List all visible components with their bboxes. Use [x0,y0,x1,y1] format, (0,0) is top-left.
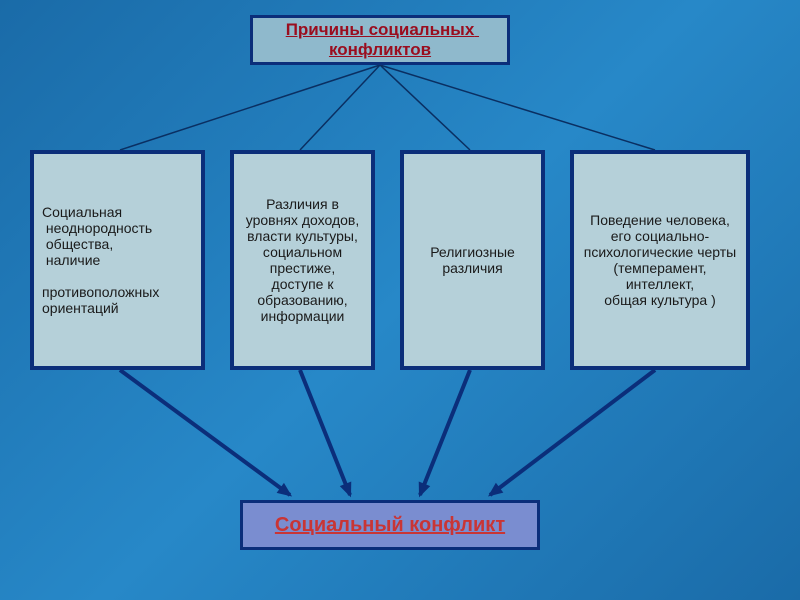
top-line-1 [300,65,380,150]
bottom-arrow-line-3 [490,370,655,495]
bottom-arrow-line-0 [120,370,290,495]
middle-box-0-label: Социальная неоднородность общества, нали… [42,204,159,316]
middle-box-1: Различия в уровнях доходов, власти культ… [230,150,375,370]
bottom-arrow-head-0 [278,485,290,495]
middle-box-3-label: Поведение человека, его социально-психол… [582,212,738,308]
top-box-label: Причины социальных конфликтов [261,20,499,60]
middle-box-0: Социальная неоднородность общества, нали… [30,150,205,370]
bottom-box: Социальный конфликт [240,500,540,550]
bottom-arrow-head-1 [342,483,351,495]
bottom-box-label: Социальный конфликт [275,514,505,537]
top-line-2 [380,65,470,150]
top-line-0 [120,65,380,150]
bottom-arrow-line-1 [300,370,350,495]
top-box: Причины социальных конфликтов [250,15,510,65]
middle-box-2-label: Религиозные различия [412,244,533,276]
bottom-arrow-head-2 [420,483,429,495]
bottom-arrow-line-2 [420,370,470,495]
top-line-3 [380,65,655,150]
middle-box-3: Поведение человека, его социально-психол… [570,150,750,370]
middle-box-1-label: Различия в уровнях доходов, власти культ… [242,196,363,324]
bottom-arrow-head-3 [490,485,502,495]
middle-box-2: Религиозные различия [400,150,545,370]
